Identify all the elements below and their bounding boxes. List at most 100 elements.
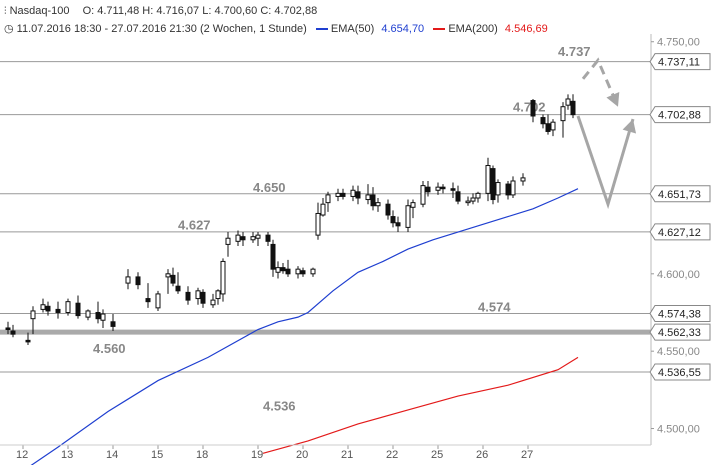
candle-body: [550, 121, 556, 131]
forecast-arrow-solid-line: [576, 115, 635, 210]
candle-body: [565, 98, 571, 106]
candle-body: [410, 202, 416, 208]
y-tick-label: 4.550,00: [657, 346, 700, 358]
level-box: [649, 323, 711, 341]
candle-body: [95, 311, 101, 320]
level-box: [649, 53, 711, 71]
candle-body: [125, 276, 131, 284]
level-box: [649, 106, 711, 124]
candle-body: [475, 192, 481, 199]
candle-body: [5, 327, 11, 331]
candle-body: [250, 236, 256, 241]
x-tick-label: 25: [431, 449, 443, 461]
ohlc-values: O: 4.711,48 H: 4.716,07 L: 4.700,60 C: 4…: [82, 5, 318, 17]
candle-body: [185, 291, 191, 301]
level-box-label: 4.737,11: [658, 57, 700, 69]
candle-body: [170, 274, 176, 284]
level-box-label: 4.651,73: [658, 189, 701, 201]
candle-body: [25, 339, 31, 343]
x-tick-label: 19: [251, 449, 263, 461]
ema200-value: 4.546,69: [504, 23, 548, 35]
candle-body: [235, 234, 241, 242]
ema50-line: [30, 188, 579, 465]
x-tick-label: 21: [341, 449, 353, 461]
level-box-label: 4.536,55: [658, 367, 701, 379]
candle-body: [470, 197, 476, 202]
x-tick-label: 13: [61, 449, 73, 461]
x-tick-label: 26: [476, 449, 488, 461]
candle-body: [30, 310, 36, 320]
ema200-label: EMA(200): [448, 23, 498, 35]
candle-body: [520, 177, 526, 182]
level-annotation: 4.737: [558, 44, 591, 59]
candle-body: [545, 123, 551, 132]
candle-body: [320, 203, 326, 216]
candle-body: [270, 243, 276, 270]
candle-body: [255, 234, 261, 239]
candle-body: [110, 321, 116, 327]
candle-body: [175, 285, 181, 292]
header-line-1: ⫶ Nasdaq-100 O: 4.711,48 H: 4.716,07 L: …: [4, 5, 317, 17]
level-box: [649, 185, 711, 203]
symbol-name: Nasdaq-100: [9, 5, 70, 17]
candle-body: [385, 203, 391, 216]
candle-body: [510, 180, 516, 196]
candle-body: [425, 186, 431, 193]
clock-icon: ◷: [4, 23, 14, 35]
candle-body: [540, 117, 546, 125]
candle-body: [155, 293, 161, 309]
candle-body: [195, 290, 201, 300]
x-tick-label: 15: [151, 449, 163, 461]
candle-body: [225, 237, 231, 245]
y-tick-label: 4.600,00: [657, 269, 700, 281]
x-tick-label: 20: [296, 449, 308, 461]
period-text: 11.07.2016 18:30 - 27.07.2016 21:30 (2 W…: [16, 23, 307, 35]
candle-body: [65, 301, 71, 313]
candle-body: [570, 100, 576, 116]
candle-body: [375, 202, 381, 207]
x-tick-label: 14: [106, 449, 118, 461]
candle-body: [55, 308, 61, 313]
candle-body: [45, 305, 51, 312]
ema50-swatch: [315, 28, 328, 31]
candle-body: [275, 267, 281, 273]
candle-body: [490, 168, 496, 201]
candle-body: [210, 299, 216, 306]
candle-body: [420, 185, 426, 205]
candle-body: [135, 276, 141, 286]
candle-body: [10, 330, 16, 335]
forecast-arrow-solid-head: [622, 119, 637, 134]
ema200-line: [262, 356, 579, 454]
x-tick-label: 18: [196, 449, 208, 461]
chart-type-icon: ⫶: [4, 6, 7, 17]
level-box-label: 4.574,38: [658, 308, 701, 320]
level-annotation: 4.536: [263, 398, 296, 413]
x-tick-label: 27: [521, 449, 533, 461]
x-tick-label: 12: [16, 449, 28, 461]
level-annotation: 4.627: [178, 217, 211, 232]
candle-body: [265, 234, 271, 242]
ema50-label: EMA(50): [330, 23, 375, 35]
candle-body: [280, 267, 286, 272]
candle-body: [355, 191, 361, 199]
candle-body: [300, 270, 306, 275]
candle-body: [440, 186, 446, 190]
candle-body: [365, 194, 371, 201]
candle-body: [505, 183, 511, 196]
candle-body: [370, 194, 376, 207]
candle-body: [215, 290, 221, 300]
candle-body: [405, 205, 411, 228]
level-box-label: 4.702,88: [658, 110, 701, 122]
level-annotation: 4.574: [478, 299, 511, 314]
forecast-arrow-dashed-line: [581, 57, 620, 108]
candle-body: [465, 200, 471, 204]
candle-body: [530, 100, 536, 117]
candle-body: [495, 182, 501, 196]
y-tick-label: 4.500,00: [657, 424, 700, 436]
level-box: [649, 223, 711, 241]
forecast-arrow-dashed-head: [606, 92, 620, 107]
candle-body: [485, 165, 491, 194]
level-annotation: 4.702: [513, 100, 546, 115]
candle-body: [145, 298, 151, 303]
